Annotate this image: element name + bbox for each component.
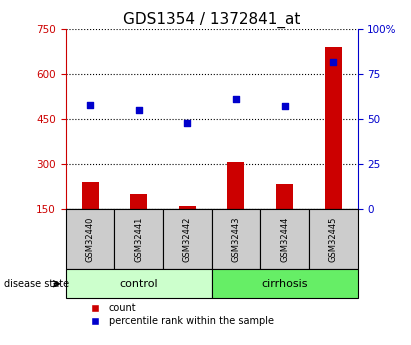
Bar [130, 194, 147, 209]
Text: GSM32443: GSM32443 [231, 216, 240, 262]
Text: GSM32445: GSM32445 [329, 216, 338, 262]
FancyBboxPatch shape [212, 269, 358, 298]
Bar [81, 182, 99, 209]
Text: GSM32442: GSM32442 [183, 216, 192, 262]
FancyBboxPatch shape [66, 269, 212, 298]
FancyBboxPatch shape [260, 209, 309, 269]
Point [87, 102, 93, 107]
FancyBboxPatch shape [163, 209, 212, 269]
Bar [179, 206, 196, 209]
Text: GSM32441: GSM32441 [134, 216, 143, 262]
Text: disease state: disease state [4, 279, 69, 289]
Text: control: control [120, 279, 158, 289]
Legend: count, percentile rank within the sample: count, percentile rank within the sample [85, 303, 274, 326]
Point [330, 59, 337, 65]
Text: cirrhosis: cirrhosis [261, 279, 308, 289]
Point [136, 107, 142, 113]
Point [184, 120, 191, 125]
FancyBboxPatch shape [66, 209, 114, 269]
Text: GSM32444: GSM32444 [280, 216, 289, 262]
Bar [227, 162, 245, 209]
FancyBboxPatch shape [309, 209, 358, 269]
FancyBboxPatch shape [114, 209, 163, 269]
FancyBboxPatch shape [212, 209, 260, 269]
Text: GSM32440: GSM32440 [85, 216, 95, 262]
Title: GDS1354 / 1372841_at: GDS1354 / 1372841_at [123, 12, 300, 28]
Bar [325, 47, 342, 209]
Bar [276, 184, 293, 209]
Point [233, 97, 239, 102]
Point [281, 104, 288, 109]
